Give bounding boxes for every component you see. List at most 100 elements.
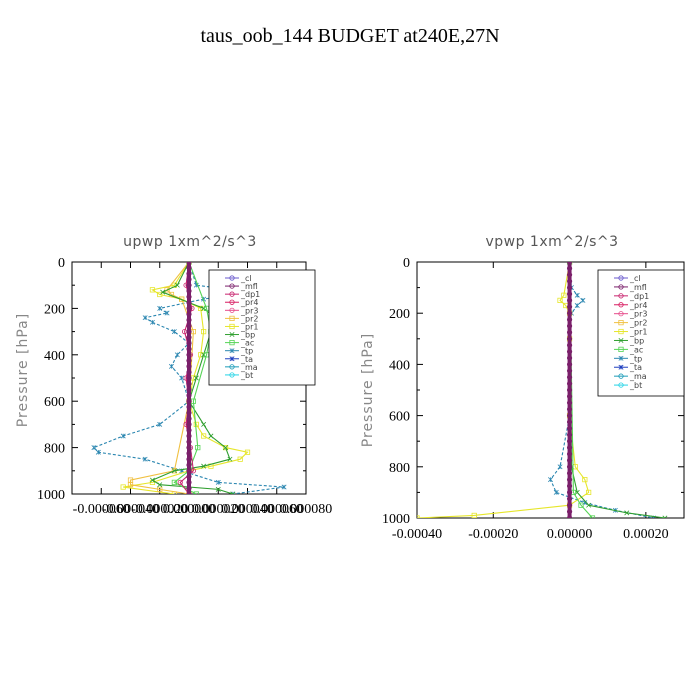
- data-point: [201, 352, 207, 358]
- data-point: [186, 427, 192, 433]
- x-tick-label: 0.00020: [623, 527, 669, 542]
- y-tick-label: 800: [389, 461, 410, 476]
- legend-box: [208, 269, 316, 386]
- data-point: [566, 464, 573, 470]
- data-point: [179, 375, 185, 381]
- plot-area: [417, 262, 668, 518]
- data-point: [186, 323, 192, 329]
- y-tick-label: 600: [44, 395, 65, 410]
- series-line: [569, 262, 593, 518]
- data-point: [201, 421, 207, 427]
- legend-entry: _mfl: [240, 282, 258, 291]
- data-point: [186, 410, 192, 416]
- plot-area: [91, 262, 287, 494]
- data-point: [281, 484, 287, 490]
- data-point: [566, 329, 573, 335]
- legend-marker: [229, 275, 235, 281]
- y-tick-label: 200: [389, 307, 410, 322]
- data-point: [589, 515, 596, 518]
- legend-marker: [618, 373, 624, 379]
- data-point: [566, 272, 573, 278]
- data-point: [566, 413, 573, 419]
- data-point: [201, 305, 207, 311]
- legend-marker: [618, 337, 624, 343]
- data-point: [157, 421, 163, 427]
- data-point: [566, 438, 573, 444]
- data-point: [186, 479, 192, 485]
- legend-marker: [618, 311, 624, 317]
- vpwp-y-axis-label: Pressure [hPa]: [360, 333, 376, 447]
- data-point: [580, 297, 586, 303]
- data-point: [557, 464, 563, 470]
- data-point: [164, 287, 170, 293]
- legend-entry: _pr4: [240, 298, 258, 307]
- data-point: [186, 334, 192, 340]
- data-point: [566, 406, 573, 412]
- legend-marker: [229, 307, 235, 313]
- y-tick-label: 800: [44, 442, 65, 457]
- y-tick-label: 0: [403, 256, 410, 271]
- data-point: [566, 387, 573, 393]
- legend-entry: _cl: [240, 274, 252, 283]
- data-point: [198, 352, 204, 358]
- data-point: [164, 310, 170, 316]
- data-point: [237, 456, 243, 462]
- data-point: [186, 456, 192, 462]
- figure-title: taus_oob_144 BUDGET at240E,27N: [200, 25, 499, 47]
- data-point: [566, 477, 573, 483]
- data-point: [186, 462, 192, 468]
- data-point: [186, 445, 192, 451]
- data-point: [566, 336, 573, 342]
- data-point: [186, 381, 192, 387]
- data-point: [548, 477, 553, 483]
- legend-marker: [618, 364, 624, 370]
- data-point: [566, 317, 573, 323]
- x-tick-label: -0.000060: [73, 502, 130, 517]
- data-point: [566, 342, 573, 348]
- data-point: [186, 433, 192, 439]
- legend-box: [597, 269, 685, 397]
- y-tick-label: 0: [58, 256, 65, 271]
- data-point: [566, 361, 573, 367]
- data-point: [186, 262, 192, 265]
- legend: _cl_mfl_dp1_pr4_pr3_pr2_pr1_bp_ac_tp_ta_…: [208, 269, 316, 386]
- vpwp-panel: vpwp 1xm^2/s^3 Pressure [hPa] 0 200 400 600…: [360, 234, 685, 542]
- data-point: [566, 310, 573, 316]
- x-tick-label: 0.000020: [192, 502, 245, 517]
- legend-marker: [618, 382, 624, 388]
- data-point: [186, 439, 192, 445]
- data-point: [566, 355, 573, 361]
- legend-marker: [618, 284, 624, 290]
- legend-entry: _pr1: [629, 328, 647, 337]
- legend-marker: [229, 323, 235, 330]
- legend-entry: _ac: [629, 345, 643, 354]
- legend-entry: _pr3: [629, 310, 647, 319]
- data-point: [227, 456, 233, 462]
- data-point: [186, 271, 192, 277]
- data-point: [186, 340, 192, 346]
- legend-marker: [229, 299, 235, 305]
- data-point: [566, 323, 573, 329]
- data-point: [186, 387, 192, 393]
- data-point: [566, 368, 573, 374]
- data-point: [186, 416, 192, 422]
- data-point: [186, 398, 192, 404]
- data-point: [168, 363, 174, 369]
- data-point: [157, 305, 163, 311]
- legend-marker: [618, 346, 624, 352]
- data-point: [186, 265, 192, 271]
- y-tick-label: 400: [44, 349, 65, 364]
- data-point: [582, 476, 588, 483]
- legend-entry: _cl: [629, 274, 641, 283]
- data-point: [186, 358, 192, 364]
- series-pr1: [417, 262, 592, 518]
- legend-marker: [618, 355, 624, 361]
- data-point: [186, 282, 192, 288]
- y-tick-label: 1000: [37, 488, 65, 503]
- x-tick-label: 0.000080: [280, 502, 333, 517]
- data-point: [142, 315, 148, 321]
- data-point: [186, 311, 192, 317]
- data-point: [201, 463, 207, 469]
- legend-entry: _pr1: [240, 322, 258, 331]
- legend-entry: _tp: [240, 347, 253, 356]
